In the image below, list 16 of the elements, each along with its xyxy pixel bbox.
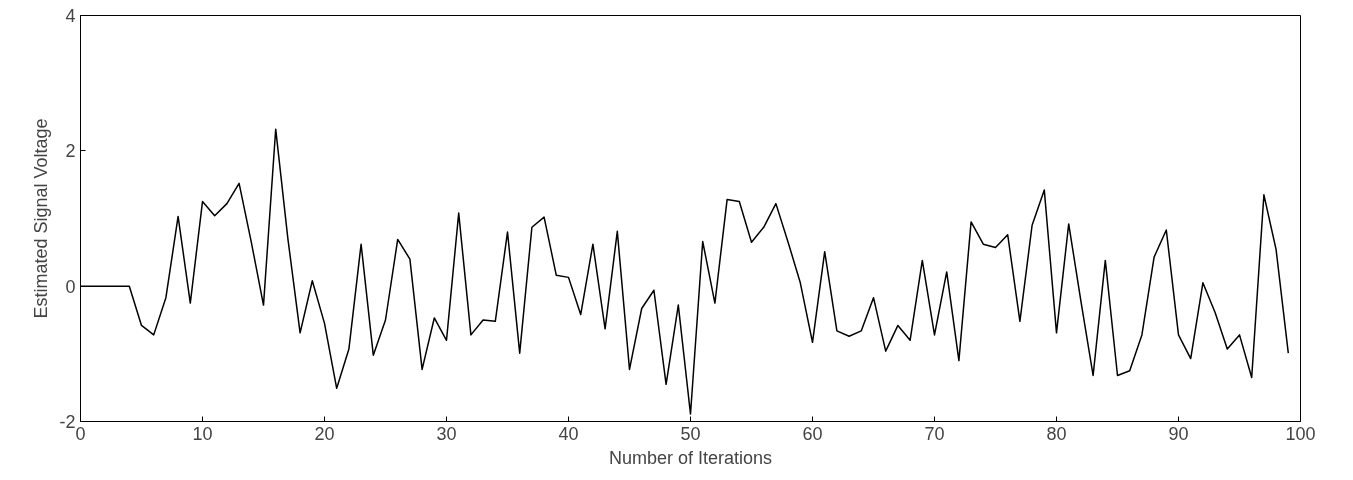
x-tick-label: 30 [436,423,457,444]
x-tick-label: 80 [1046,423,1067,444]
y-tick-label: 4 [65,6,76,26]
y-tick-label: -2 [59,412,76,432]
x-tick-label: 10 [192,423,213,444]
x-tick-label: 90 [1168,423,1189,444]
y-tick-label: 0 [65,276,76,297]
x-tick-label: 40 [558,423,579,444]
x-tick-label: 20 [314,423,335,444]
x-tick-label: 60 [802,423,823,444]
x-tick-label: 100 [1285,423,1316,444]
x-tick-label: 70 [924,423,945,444]
x-tick-label: 50 [680,423,701,444]
y-axis-title: Estimated Signal Voltage [31,118,52,319]
y-tick-label: 2 [65,141,76,162]
x-axis-title: Number of Iterations [608,447,773,468]
